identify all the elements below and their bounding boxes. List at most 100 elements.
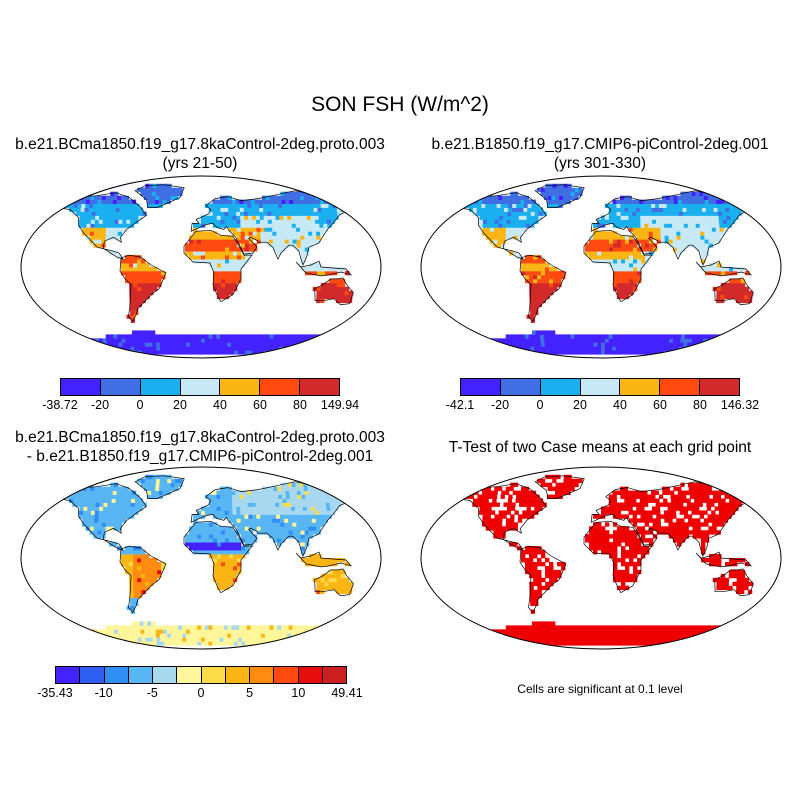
grid-cell [345,195,351,201]
grid-cell [525,565,530,571]
grid-cell [101,239,106,244]
grid-cell [288,334,293,339]
grid-cell [467,637,472,642]
grid-cell [296,247,302,252]
grid-cell [241,259,246,264]
grid-cell [314,502,319,507]
grid-cell [513,334,518,339]
grid-cell [648,641,653,646]
grid-cell [713,207,718,212]
grid-cell [756,346,762,351]
grid-cell [589,641,595,646]
grid-cell [545,585,550,591]
grid-cell [113,251,118,256]
grid-cell [110,510,115,515]
grid-cell [133,259,138,264]
grid-cell [680,191,685,197]
grid-cell [313,498,318,503]
grid-cell [138,215,143,220]
grid-cell [140,629,145,634]
grid-cell [97,526,102,531]
grid-cell [720,342,726,347]
grid-cell [656,641,661,646]
grid-cell [689,641,694,646]
grid-cell [291,482,296,488]
grid-cell [699,227,705,232]
grid-cell [672,629,678,634]
grid-cell [93,346,98,351]
grid-cell [501,231,507,236]
grid-cell [713,342,718,347]
grid-cell [589,542,594,547]
grid-cell [303,518,309,523]
grid-cell [487,641,492,646]
grid-cell [296,534,302,539]
grid-cell [159,342,164,347]
grid-cell [344,641,349,646]
grid-cell [326,486,331,492]
grid-cell [709,203,714,208]
grid-cell [301,207,307,212]
grid-cell [763,338,768,343]
grid-cell [46,350,51,355]
grid-cell [585,251,590,256]
grid-cell [676,235,681,240]
grid-cell [517,231,523,236]
grid-cell [671,211,676,216]
grid-cell [560,641,565,646]
grid-cell [358,342,363,347]
grid-cell [457,338,462,343]
grid-cell [43,342,48,347]
grid-cell [242,633,247,638]
grid-cell [197,637,202,642]
grid-cell [443,342,448,347]
grid-cell [713,633,718,638]
grid-cell [688,334,693,339]
grid-cell [659,211,664,216]
grid-cell [284,526,289,531]
grid-cell [126,346,131,351]
grid-cell [680,247,686,252]
grid-cell [695,215,700,220]
grid-cell [117,486,122,492]
grid-cell [237,554,242,559]
colorbar-tick-label: 20 [173,398,187,412]
grid-cell [616,243,622,248]
grid-cell [204,629,209,634]
grid-cell [734,195,739,201]
grid-cell [620,247,626,252]
grid-cell [458,203,463,208]
grid-cell [150,203,156,208]
grid-cell [552,183,557,189]
grid-cell [548,338,553,343]
grid-cell [314,350,319,355]
grid-cell [709,267,714,272]
grid-cell [708,231,713,236]
grid-cell [448,637,453,642]
grid-cell [141,589,146,595]
grid-cell [115,207,120,212]
grid-cell [612,346,617,351]
grid-cell [182,641,187,646]
grid-cell [556,633,561,638]
grid-cell [104,203,109,208]
grid-cell [504,346,509,351]
grid-cell [284,522,289,527]
grid-cell [541,187,546,193]
grid-cell [272,338,278,343]
grid-cell [284,625,290,630]
grid-cell [248,231,253,236]
grid-cell [162,199,167,204]
grid-cell [620,203,625,208]
grid-cell [208,526,214,531]
grid-cell [513,542,518,547]
grid-cell [582,629,587,634]
grid-cell [633,270,638,276]
grid-cell [628,215,633,220]
grid-cell [748,290,753,296]
grid-cell [316,286,322,292]
grid-cell [156,478,161,484]
grid-cell [263,498,268,503]
coastline-indonesia [295,551,353,568]
grid-cell [94,219,100,224]
